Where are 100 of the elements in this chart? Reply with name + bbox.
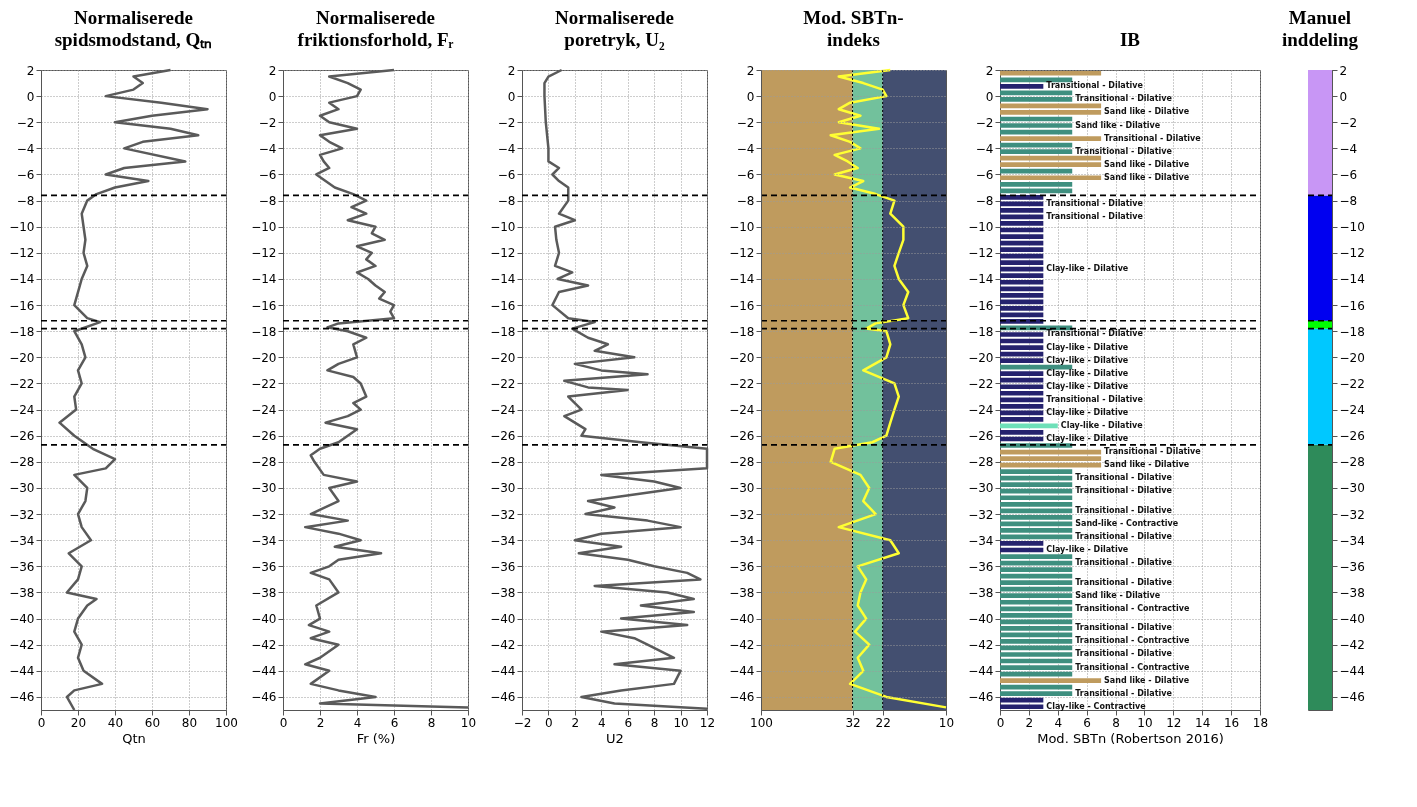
bar [1000,417,1044,422]
bar [1000,70,1102,76]
data-label: Transitional - Dilative [1075,577,1173,587]
x-tick-label: 4 [353,715,362,730]
data-label: Clay-like - Dilative [1046,342,1129,352]
y-tick-label: −24 [729,403,755,418]
y-tick-label: −30 [490,481,516,496]
y-tick-label: −40 [9,612,35,627]
data-label: Sand like - Dilative [1104,107,1190,117]
y-tick-label: −30 [968,481,994,496]
y-tick-label: −46 [729,690,755,705]
y-tick-label: −20 [490,350,516,365]
y-tick-label: −42 [729,638,755,653]
x-tick-label: 100 [750,715,773,730]
x-tick-label: 10 [938,715,955,730]
y-tick-label: −22 [9,376,35,391]
bar [1000,371,1044,377]
y-tick-label: −40 [729,612,755,627]
y-tick-label: −34 [9,533,35,548]
data-label: Sand like - Dilative [1104,675,1190,685]
y-tick-label: −16 [251,298,277,313]
y-tick-label: −26 [9,429,35,444]
bar [1000,208,1044,213]
y-tick-label: −42 [251,638,277,653]
y-tick-label: −4 [1339,141,1358,156]
chart-title: Normaliserede spidsmodstand, Qₜₙ [54,7,213,50]
data-label: Clay-like - Contractive [1046,701,1147,711]
y-tick-label: −18 [729,324,755,339]
bar [1000,260,1044,265]
x-tick-label: 2 [1025,715,1034,730]
bar [1000,97,1073,102]
y-tick-label: 2 [985,63,994,78]
data-label: Transitional - Dilative [1104,133,1202,143]
x-axis-title: Qtn [122,730,146,746]
bar [1000,528,1073,533]
x-tick-label: 12 [1166,715,1182,730]
y-tick-label: −38 [9,585,35,600]
x-tick-label: 6 [624,715,633,730]
data-label: Transitional - Dilative [1075,558,1173,568]
x-tick-label: 0 [996,715,1005,730]
y-tick-label: −18 [490,324,516,339]
y-tick-label: −8 [16,194,35,209]
bar [1308,328,1332,445]
y-tick-label: −2 [16,115,35,130]
y-tick-label: −2 [1339,115,1358,130]
data-label: Transitional - Dilative [1075,688,1173,698]
x-tick-label: 4 [597,715,606,730]
y-tick-label: 0 [746,89,755,104]
bar [1000,168,1073,174]
y-tick-label: −12 [490,246,516,261]
y-tick-label: −8 [975,194,994,209]
y-tick-label: −14 [1339,272,1365,287]
y-tick-label: −14 [9,272,35,287]
data-label: Transitional - Dilative [1075,623,1173,633]
bar [1000,554,1073,559]
data-label: Transitional - Dilative [1046,211,1144,221]
y-tick-label: −18 [251,324,277,339]
y-tick-label: −38 [490,585,516,600]
y-tick-label: −20 [9,350,35,365]
bar [1000,175,1102,181]
data-label: Transitional - Dilative [1075,531,1173,541]
y-tick-label: −16 [9,298,35,313]
x-tick-label: 8 [1112,715,1120,730]
bar [1000,77,1073,83]
y-tick-label: −40 [490,612,516,627]
y-tick-label: −18 [968,324,994,339]
y-tick-label: −32 [968,507,994,522]
y-tick-label: −44 [968,664,994,679]
y-tick-label: −8 [1339,194,1358,209]
y-tick-label: −28 [9,455,35,470]
chart-title: IB [1119,29,1141,50]
bar [1000,652,1073,657]
y-tick-label: −44 [9,664,35,679]
y-tick-label: −6 [975,167,994,182]
y-tick-label: −40 [968,612,994,627]
x-tick-label: 8 [650,715,659,730]
y-tick-label: 2 [268,63,277,78]
y-tick-label: −4 [736,141,755,156]
data-label: Transitional - Dilative [1046,329,1144,339]
y-tick-label: −18 [9,324,35,339]
y-tick-label: −24 [968,403,994,418]
bar [1000,469,1073,474]
y-tick-label: −10 [1339,220,1365,235]
bar [1000,247,1044,252]
y-tick-label: −36 [968,559,994,574]
y-tick-label: −10 [729,220,755,235]
bar [1000,567,1073,572]
y-tick-label: −42 [968,638,994,653]
data-label: Transitional - Dilative [1075,486,1173,496]
y-tick-label: −22 [490,376,516,391]
y-tick-label: −28 [1339,455,1365,470]
x-tick-label: 20 [70,715,87,730]
x-tick-label: 10 [1137,715,1153,730]
data-label: Sand like - Dilative [1075,590,1161,600]
y-tick-label: −38 [1339,585,1365,600]
bar [1000,678,1102,683]
y-tick-label: −20 [968,350,994,365]
y-tick-label: −34 [729,533,755,548]
y-tick-label: −14 [490,272,516,287]
bar [1000,136,1102,141]
